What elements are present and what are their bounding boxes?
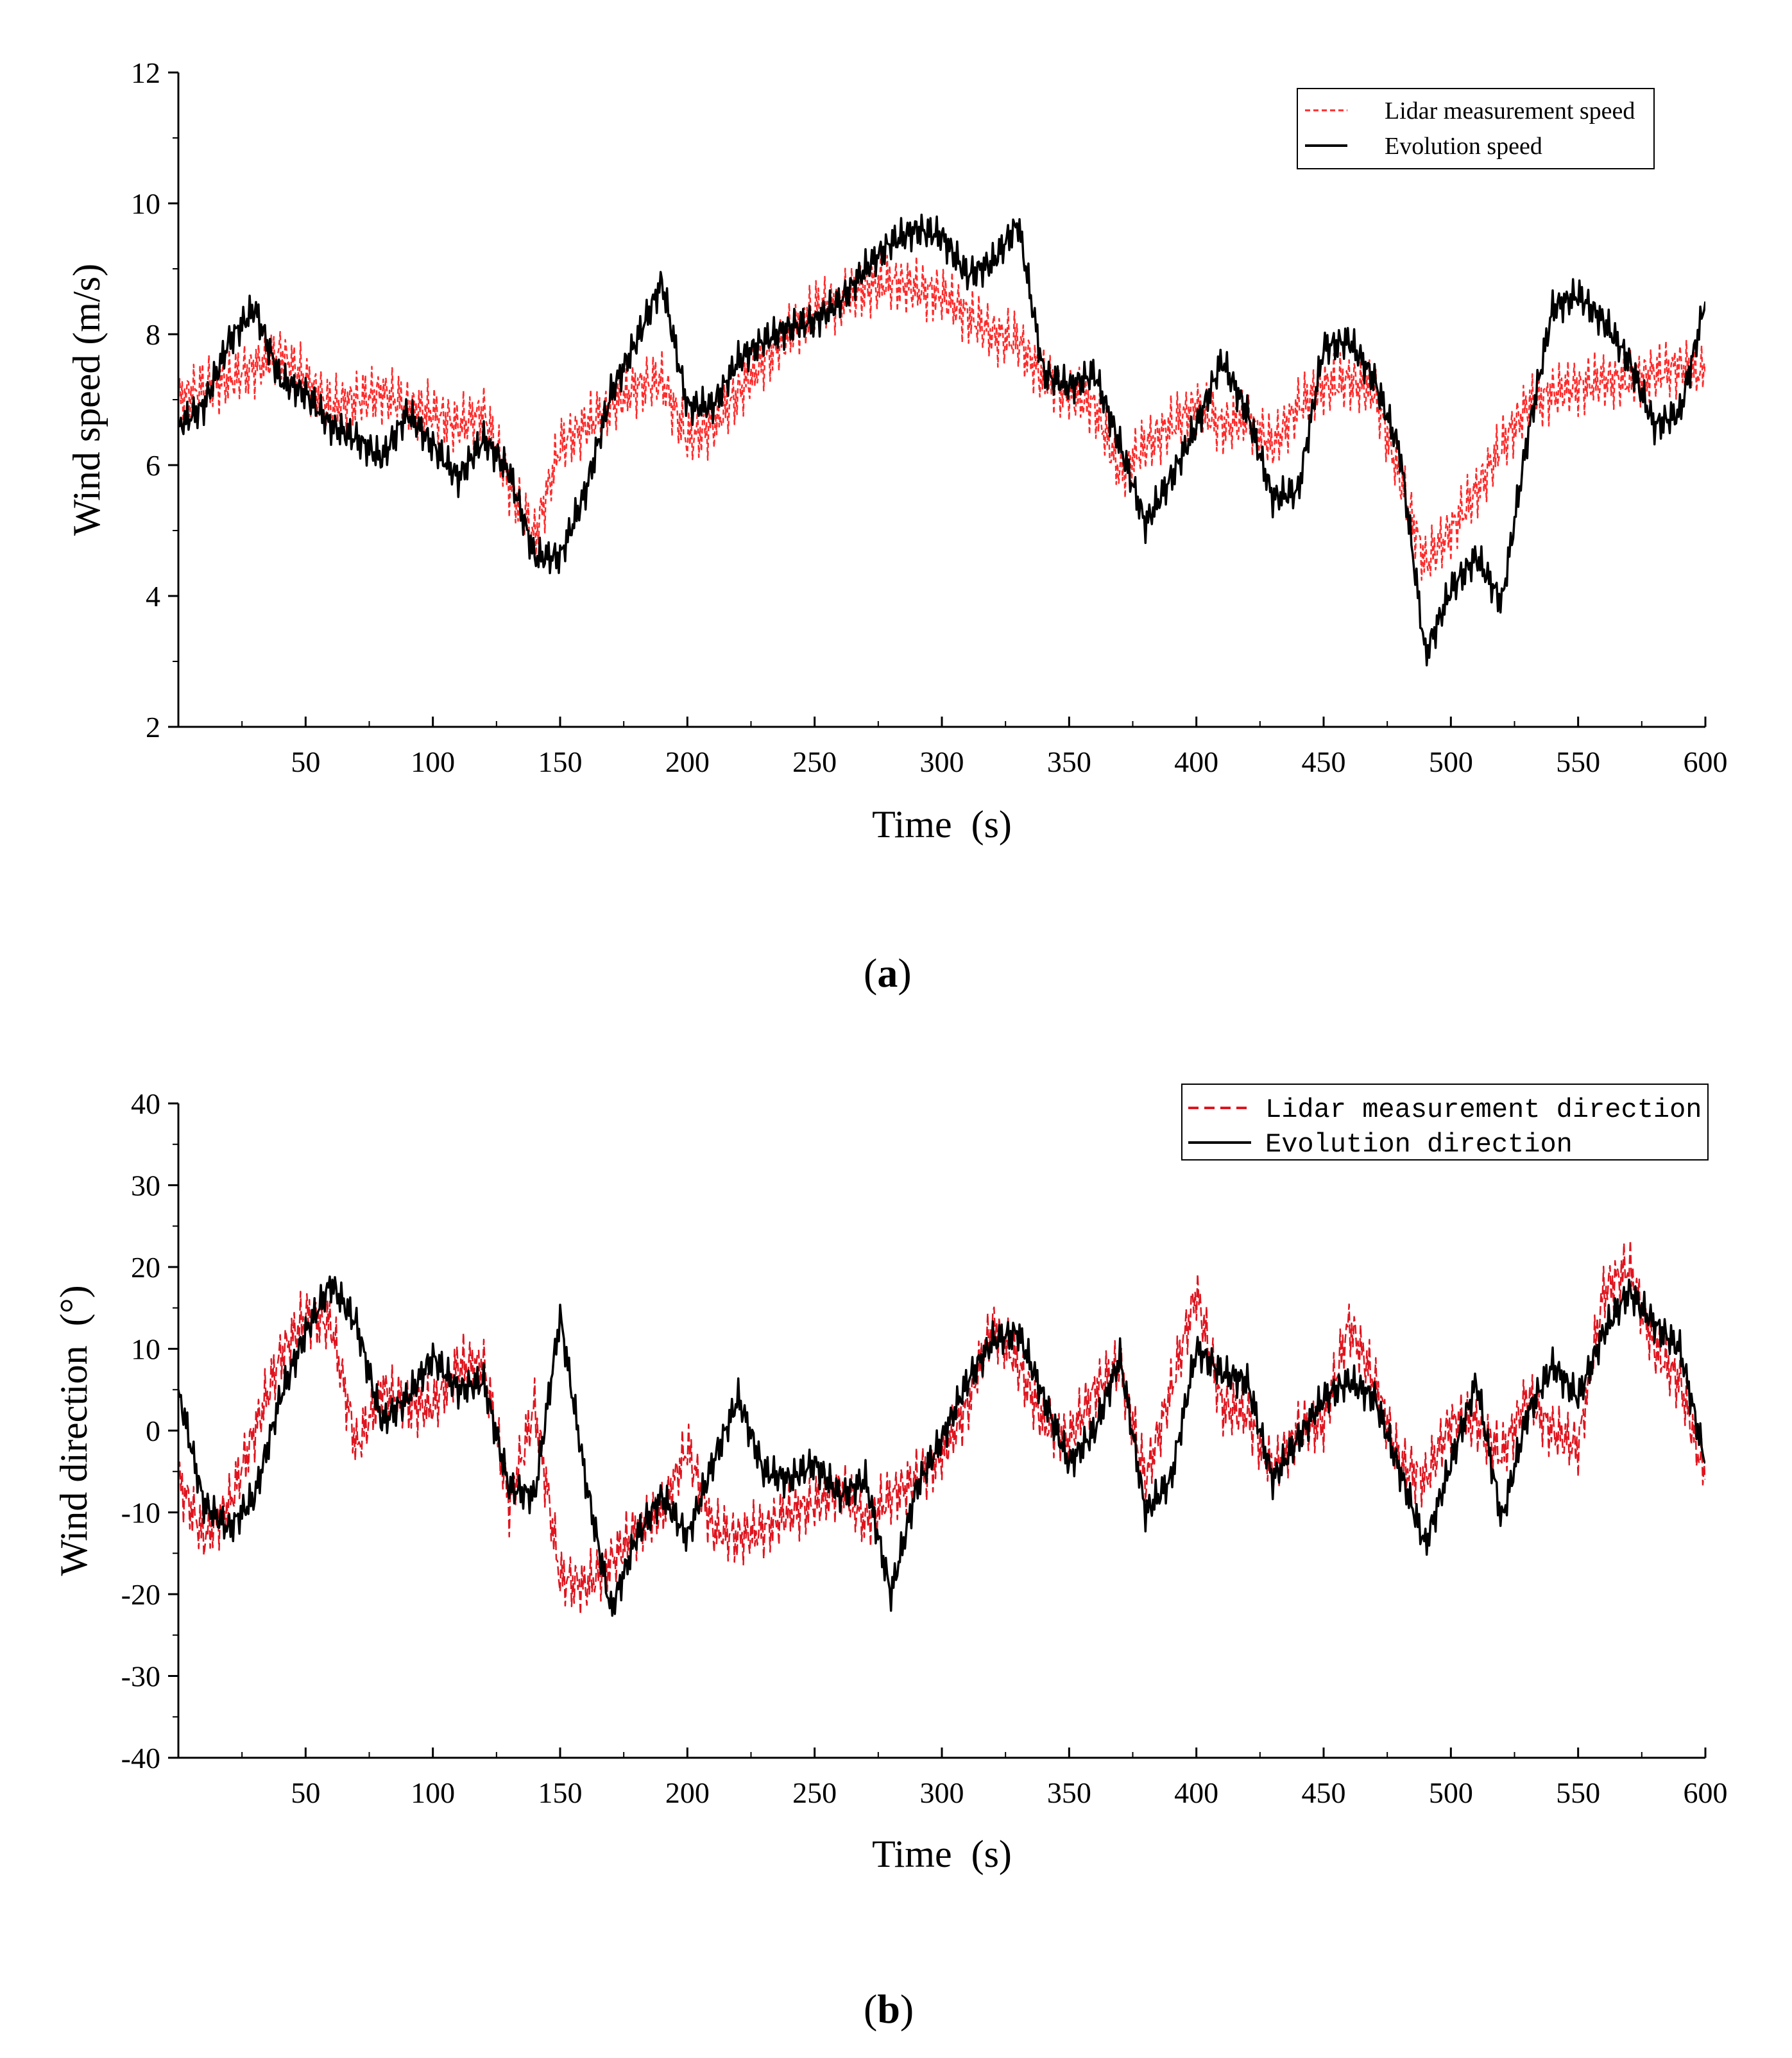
x-tick-label: 400: [1174, 1776, 1218, 1809]
y-tick-label: 2: [146, 711, 160, 744]
y-tick-label: -30: [121, 1660, 160, 1693]
series-line-a-evolution: [178, 213, 1705, 667]
x-tick-label: 300: [920, 1776, 964, 1809]
legend-label-lidar-speed: Lidar measurement speed: [1385, 98, 1635, 124]
y-tick-label: 12: [131, 56, 160, 89]
chart-a: 50 100 150 200 250 300 350 400 450 500 550 600 2 4 6 8 1…: [65, 56, 1728, 846]
chart-b-y-axis-label: Wind direction (°): [53, 1285, 95, 1576]
y-tick-label: 10: [131, 187, 160, 220]
y-tick-label: 6: [146, 449, 160, 482]
x-tick-label: 300: [920, 745, 964, 778]
series-line-b-evolution: [178, 1275, 1705, 1617]
panel-caption-a: (a): [864, 950, 912, 996]
panel-caption-b: (b): [864, 1986, 914, 2032]
x-tick-label: 150: [538, 1776, 583, 1809]
x-tick-label: 100: [411, 1776, 455, 1809]
x-tick-label: 500: [1429, 745, 1473, 778]
legend-label-evolution-direction: Evolution direction: [1265, 1129, 1573, 1160]
x-tick-label: 100: [411, 745, 455, 778]
x-tick-label: 500: [1429, 1776, 1473, 1809]
x-tick-label: 600: [1684, 745, 1728, 778]
y-tick-label: -10: [121, 1497, 160, 1529]
y-tick-label: 8: [146, 318, 160, 351]
x-tick-label: 450: [1302, 1776, 1346, 1809]
chart-a-y-axis-label: Wind speed (m/s): [65, 264, 108, 536]
x-tick-label: 50: [291, 745, 320, 778]
x-tick-label: 350: [1047, 745, 1091, 778]
x-tick-label: 200: [665, 745, 710, 778]
y-tick-label: 20: [131, 1251, 160, 1284]
x-tick-label: 400: [1174, 745, 1218, 778]
x-tick-label: 350: [1047, 1776, 1091, 1809]
x-tick-label: 600: [1684, 1776, 1728, 1809]
y-tick-label: -20: [121, 1578, 160, 1611]
chart-b: 50 100 150 200 250 300 350 400 450 500 550 600-40-3…: [53, 1084, 1728, 1875]
y-tick-label: -40: [121, 1742, 160, 1774]
legend-label-lidar-direction: Lidar measurement direction: [1265, 1094, 1702, 1125]
y-tick-label: 40: [131, 1087, 160, 1120]
series-line-a-lidar: [178, 251, 1705, 581]
x-tick-label: 250: [792, 745, 837, 778]
y-tick-label: 0: [146, 1415, 160, 1447]
x-tick-label: 550: [1556, 1776, 1600, 1809]
x-tick-label: 50: [291, 1776, 320, 1809]
chart-a-x-axis-label: Time (s): [872, 803, 1012, 846]
y-tick-label: 10: [131, 1333, 160, 1366]
x-tick-label: 150: [538, 745, 583, 778]
chart-b-legend: Lidar measurement direction Evolution di…: [1181, 1084, 1709, 1161]
chart-b-x-axis-label: Time (s): [872, 1833, 1012, 1875]
x-tick-label: 550: [1556, 745, 1600, 778]
x-tick-label: 450: [1302, 745, 1346, 778]
chart-a-legend: Lidar measurement speed Evolution speed: [1297, 88, 1655, 169]
x-tick-label: 200: [665, 1776, 710, 1809]
x-tick-label: 250: [792, 1776, 837, 1809]
y-tick-label: 4: [146, 580, 160, 613]
legend-label-evolution-speed: Evolution speed: [1385, 133, 1542, 160]
y-tick-label: 30: [131, 1169, 160, 1202]
